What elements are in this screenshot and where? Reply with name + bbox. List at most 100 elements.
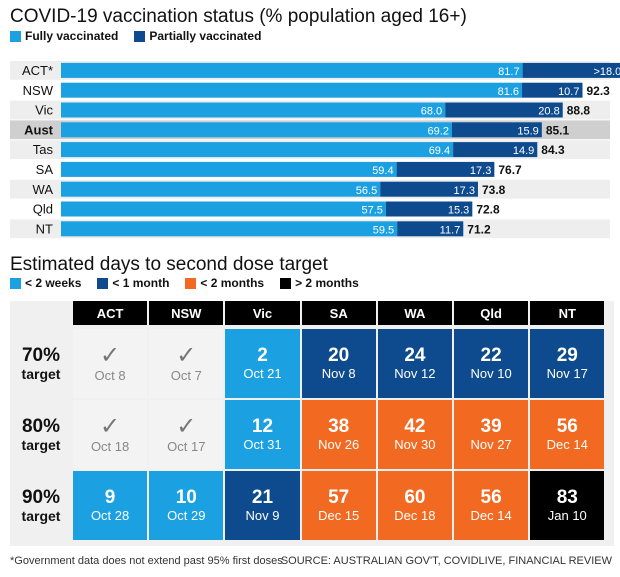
table-cell: 60 Dec 18: [377, 471, 452, 540]
category-label: WA: [33, 182, 54, 197]
bar-partially-vaccinated: [396, 161, 495, 177]
legend-item: < 1 month: [97, 276, 169, 290]
column-header: ACT: [73, 301, 148, 325]
days-value: 38: [328, 416, 350, 437]
row-target-percent: 70%: [21, 344, 61, 366]
data-label-fully: 81.6: [498, 86, 519, 98]
legend-fully-vaccinated: Fully vaccinated: [10, 29, 118, 43]
legend-label: < 1 month: [112, 276, 170, 290]
target-date: Nov 26: [318, 437, 360, 452]
category-label: SA: [36, 162, 54, 177]
category-label: Tas: [33, 142, 54, 157]
data-label-partially: 11.7: [440, 224, 461, 236]
days-value: 60: [404, 487, 426, 508]
table-cell: 56 Dec 14: [530, 400, 605, 469]
bar-fully-vaccinated: [61, 221, 398, 237]
legend-label: < 2 months: [200, 276, 265, 290]
target-date: Dec 14: [546, 437, 588, 452]
data-label-partially: 17.3: [454, 185, 475, 197]
legend-item: < 2 months: [185, 276, 264, 290]
bar-chart-legend: Fully vaccinated Partially vaccinated: [10, 29, 261, 43]
bar-fully-vaccinated: [61, 102, 446, 118]
target-date: Nov 27: [470, 437, 512, 452]
days-value: 56: [556, 416, 578, 437]
target-date: Oct 21: [243, 366, 282, 381]
legend-partially-vaccinated: Partially vaccinated: [134, 29, 261, 43]
legend-swatch-fully: [10, 30, 21, 42]
data-label-partially: 15.9: [517, 125, 538, 137]
legend-label-partially: Partially vaccinated: [149, 29, 262, 43]
checkmark-icon: ✓: [176, 341, 197, 369]
data-label-fully: 59.5: [373, 224, 394, 236]
column-header: WA: [377, 301, 452, 325]
row-target-percent: 80%: [21, 415, 61, 437]
vaccination-bar-chart: ACT*81.7>18.0>95.0NSW81.610.792.3Vic68.0…: [10, 61, 620, 239]
legend-label-fully: Fully vaccinated: [25, 29, 119, 43]
days-value: 21: [251, 487, 274, 508]
bar-partially-vaccinated: [445, 102, 563, 118]
days-value: 83: [556, 487, 578, 508]
table-cell: ✓ Oct 7: [149, 329, 224, 398]
days-value: 24: [404, 345, 426, 366]
legend-swatch-partially: [134, 30, 146, 42]
table-cell: 2 Oct 21: [225, 329, 300, 398]
data-label-partially: 17.3: [470, 165, 491, 177]
category-label: NT: [36, 221, 53, 236]
data-label-total: 72.8: [476, 203, 500, 217]
bar-partially-vaccinated: [522, 82, 583, 98]
table-cell: 9 Oct 28: [73, 471, 148, 540]
legend-swatch: [10, 277, 21, 289]
table-cell: 38 Nov 26: [301, 400, 376, 469]
legend-item: > 2 months: [280, 276, 359, 290]
bar-fully-vaccinated: [61, 82, 523, 98]
legend-label: > 2 months: [295, 276, 359, 290]
bar-fully-vaccinated: [61, 181, 381, 197]
data-label-partially: 15.3: [448, 205, 469, 217]
category-label: Aust: [24, 122, 54, 137]
target-date: Oct 28: [90, 508, 130, 523]
target-date: Oct 31: [243, 437, 282, 452]
column-header: NSW: [149, 301, 224, 325]
table-cell: ✓ Oct 8: [73, 329, 148, 398]
data-label-partially: >18.0: [593, 66, 620, 78]
category-label: NSW: [23, 83, 54, 98]
data-label-fully: 59.4: [372, 165, 393, 177]
table-cell: 29 Nov 17: [530, 329, 605, 398]
days-value: 20: [328, 345, 350, 366]
table-cell: ✓ Oct 17: [149, 400, 224, 469]
target-date: Jan 10: [547, 508, 587, 523]
bar-chart-title: COVID-19 vaccination status (% populatio…: [10, 6, 467, 27]
days-value: 9: [104, 487, 116, 508]
target-date: Oct 17: [167, 438, 206, 454]
days-value: 22: [480, 345, 502, 366]
table-cell: 56 Dec 14: [454, 471, 529, 540]
data-label-total: 92.3: [586, 84, 610, 98]
bar-fully-vaccinated: [61, 122, 452, 138]
target-date: Nov 17: [546, 366, 588, 381]
table-cell: 10 Oct 29: [149, 471, 224, 540]
source-note: SOURCE: AUSTRALIAN GOV'T, COVIDLIVE, FIN…: [280, 555, 612, 567]
data-label-total: 76.7: [498, 163, 522, 177]
row-label: 70% target: [10, 329, 72, 398]
table-corner: [10, 301, 72, 325]
bar-partially-vaccinated: [451, 122, 542, 138]
category-label: Qld: [33, 202, 53, 217]
target-date: Dec 14: [470, 508, 512, 523]
table-cell: 22 Nov 10: [454, 329, 529, 398]
table-cell: 24 Nov 12: [377, 329, 452, 398]
target-date: Dec 15: [318, 508, 360, 523]
target-date: Oct 8: [94, 367, 126, 383]
data-label-total: 71.2: [467, 222, 491, 236]
data-label-fully: 57.5: [361, 205, 382, 217]
target-date: Nov 12: [394, 366, 436, 381]
data-label-fully: 68.0: [421, 106, 442, 118]
bar-partially-vaccinated: [380, 181, 478, 197]
table-cell: 39 Nov 27: [454, 400, 529, 469]
table-cell: 42 Nov 30: [377, 400, 452, 469]
bar-partially-vaccinated: [453, 142, 538, 158]
bar-fully-vaccinated: [61, 201, 386, 217]
legend-swatch: [280, 277, 292, 289]
bar-partially-vaccinated: [522, 62, 620, 78]
target-date: Oct 7: [170, 367, 202, 383]
category-label: ACT*: [22, 63, 53, 78]
